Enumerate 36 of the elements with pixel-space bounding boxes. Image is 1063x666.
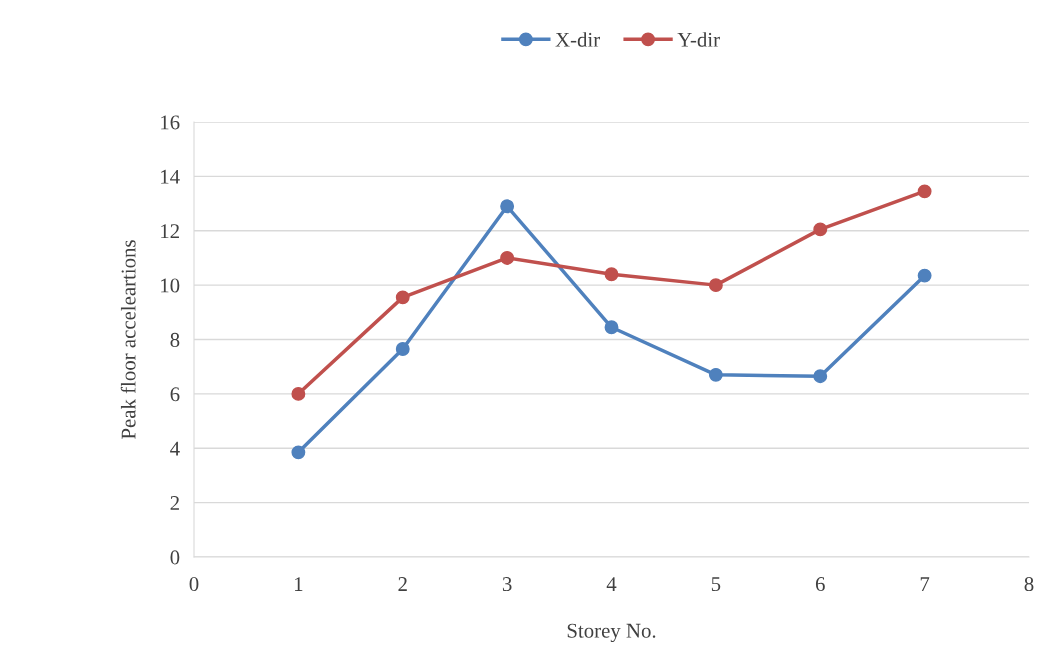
- legend-label: Y-dir: [677, 32, 720, 47]
- x-tick-label: 5: [711, 577, 721, 592]
- y-tick-label: 4: [170, 441, 180, 456]
- x-tick-label: 2: [398, 577, 407, 591]
- point: [395, 290, 410, 305]
- point: [708, 278, 723, 293]
- x-tick-label: 3: [502, 577, 512, 592]
- point: [291, 386, 306, 401]
- x-tick-label: 7: [920, 577, 930, 591]
- y-tick-label: 16: [161, 115, 180, 130]
- point: [813, 369, 828, 384]
- point: [917, 268, 932, 283]
- point: [917, 184, 932, 199]
- y-tick-label: 0: [170, 550, 180, 565]
- x-tick-label: 4: [606, 577, 617, 591]
- point: [395, 342, 410, 356]
- y-tick-label: 14: [161, 169, 180, 184]
- x-axis-title: Storey No.: [567, 623, 656, 643]
- x-tick-label: 8: [1024, 577, 1034, 592]
- point: [604, 320, 619, 335]
- x-tick-label: 0: [189, 577, 199, 592]
- legend-label: X-dir: [555, 32, 600, 47]
- point: [813, 222, 828, 237]
- point: [291, 445, 306, 460]
- y-tick-label: 2: [170, 496, 179, 510]
- y-tick-label: 6: [170, 387, 180, 402]
- point: [604, 267, 619, 282]
- y-tick-label: 12: [161, 224, 179, 238]
- y-tick-label: 10: [161, 278, 180, 293]
- x-tick-label: 6: [815, 577, 825, 592]
- x-tick-label: 1: [295, 577, 303, 591]
- point: [708, 367, 723, 382]
- y-axis-title: Peak floor acceleartions: [120, 240, 136, 439]
- point: [500, 199, 515, 214]
- point: [500, 250, 515, 265]
- y-tick-label: 8: [170, 332, 180, 347]
